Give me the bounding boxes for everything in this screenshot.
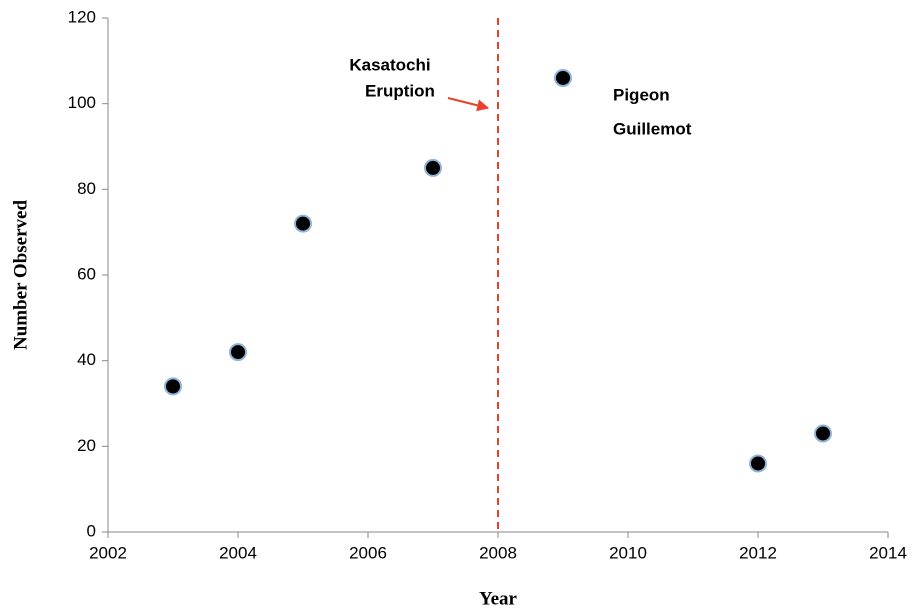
point — [749, 454, 767, 473]
eruption-label: Eruption — [365, 81, 435, 100]
y-tick-label: 0 — [87, 521, 96, 540]
species-label: Pigeon — [613, 85, 670, 104]
eruption-arrow — [447, 97, 490, 112]
point — [229, 343, 247, 362]
point — [554, 68, 572, 87]
y-tick-label: 60 — [77, 264, 96, 283]
x-tick-label: 2008 — [479, 543, 517, 562]
x-tick-label: 2002 — [89, 543, 127, 562]
y-axis-label: Number Observed — [10, 200, 31, 350]
eruption-label: Kasatochi — [349, 55, 430, 74]
x-tick-label: 2014 — [869, 543, 907, 562]
x-tick-label: 2006 — [349, 543, 387, 562]
point — [294, 214, 312, 233]
y-tick-label: 20 — [77, 436, 96, 455]
y-tick-label: 100 — [68, 93, 96, 112]
point — [814, 424, 832, 443]
x-tick-label: 2004 — [219, 543, 257, 562]
x-tick-label: 2012 — [739, 543, 777, 562]
y-tick-label: 120 — [68, 7, 96, 26]
y-tick-label: 40 — [77, 350, 96, 369]
x-tick-label: 2010 — [609, 543, 647, 562]
x-axis-label: Year — [479, 588, 518, 609]
point — [424, 158, 442, 177]
y-tick-label: 80 — [77, 179, 96, 198]
species-label: Guillemot — [613, 119, 692, 138]
point — [164, 377, 182, 396]
